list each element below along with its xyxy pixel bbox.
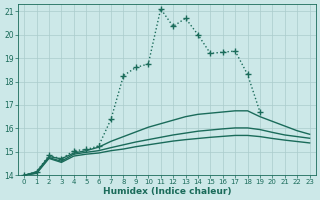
X-axis label: Humidex (Indice chaleur): Humidex (Indice chaleur)	[103, 187, 231, 196]
